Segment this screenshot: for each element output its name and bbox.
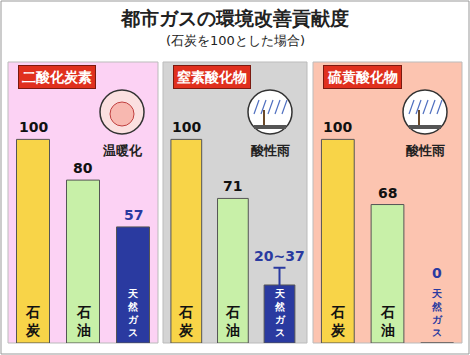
svg-text:57: 57	[124, 207, 143, 223]
svg-text:20~37: 20~37	[254, 248, 305, 264]
svg-text:石炭: 石炭	[330, 304, 346, 338]
svg-text:石炭: 石炭	[178, 304, 194, 338]
svg-text:二酸化炭素: 二酸化炭素	[22, 69, 92, 85]
svg-text:石油: 石油	[76, 304, 91, 338]
svg-text:(石炭を100とした場合): (石炭を100とした場合)	[166, 33, 305, 48]
svg-text:酸性雨: 酸性雨	[251, 143, 290, 158]
svg-text:天然ガス: 天然ガス	[274, 288, 286, 338]
svg-text:天然ガス: 天然ガス	[127, 288, 139, 338]
svg-text:温暖化: 温暖化	[102, 143, 143, 158]
svg-text:100: 100	[323, 119, 352, 135]
svg-text:石油: 石油	[225, 304, 240, 338]
svg-text:窒素酸化物: 窒素酸化物	[177, 69, 247, 85]
svg-text:80: 80	[73, 160, 93, 176]
svg-text:100: 100	[172, 119, 201, 135]
svg-text:100: 100	[19, 119, 48, 135]
svg-text:酸性雨: 酸性雨	[406, 143, 445, 158]
svg-text:0: 0	[432, 265, 442, 281]
svg-text:石炭: 石炭	[25, 304, 41, 338]
svg-text:68: 68	[378, 185, 397, 201]
svg-text:天然ガス: 天然ガス	[431, 288, 443, 338]
svg-text:都市ガスの環境改善貢献度: 都市ガスの環境改善貢献度	[120, 7, 349, 29]
svg-text:硫黄酸化物: 硫黄酸化物	[327, 69, 398, 85]
svg-text:石油: 石油	[380, 304, 395, 338]
svg-text:71: 71	[223, 178, 242, 194]
